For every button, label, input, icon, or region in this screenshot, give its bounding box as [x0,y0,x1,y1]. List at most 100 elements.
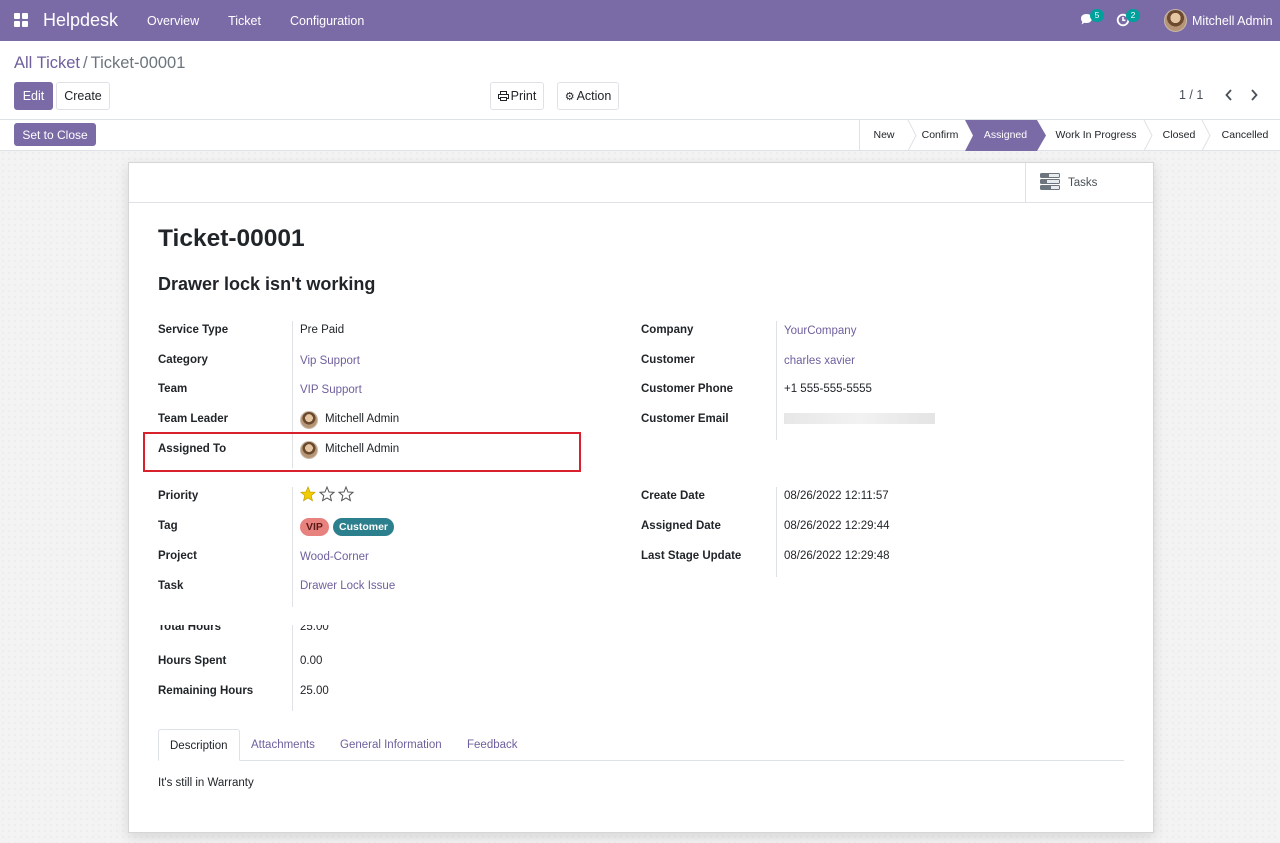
apps-menu-icon[interactable] [14,13,28,27]
field-divider [292,625,293,711]
remaining-hours-label: Remaining Hours [158,685,254,697]
stage-separator-icon [1201,120,1211,151]
tab-attachments[interactable]: Attachments [251,739,315,751]
hours-spent-label: Hours Spent [158,655,227,667]
smart-button-box: Tasks [129,163,1153,203]
field-divider [776,487,777,577]
print-icon [497,91,509,101]
messages-icon[interactable]: 5 [1080,9,1104,29]
last-stage-update-value: 08/26/2022 12:29:48 [784,550,890,562]
pager-next-icon[interactable] [1249,89,1259,101]
company-value[interactable]: YourCompany [784,325,857,337]
field-divider [292,487,293,607]
service-type-label: Service Type [158,324,229,336]
set-to-close-button[interactable]: Set to Close [14,123,96,146]
field-divider [776,321,777,440]
priority-star-empty-icon[interactable] [319,486,335,502]
menu-overview[interactable]: Overview [147,14,200,28]
user-avatar[interactable] [1164,9,1187,32]
stage-cancelled[interactable]: Cancelled [1221,129,1269,141]
tasks-label: Tasks [1068,177,1098,189]
tag-label: Tag [158,520,178,532]
stage-closed[interactable]: Closed [1162,129,1196,141]
gear-icon: ⚙ [564,90,575,103]
tab-feedback[interactable]: Feedback [467,739,518,751]
tab-general-information[interactable]: General Information [340,739,442,751]
task-value[interactable]: Drawer Lock Issue [300,580,396,592]
user-menu-name[interactable]: Mitchell Admin [1192,14,1273,28]
tag-vip-badge[interactable]: VIP [300,518,329,536]
remaining-hours-value: 25.00 [300,685,329,697]
stage-confirm[interactable]: Confirm [921,129,959,141]
field-divider [292,321,293,468]
total-hours-value[interactable]: 25.00 [300,625,329,633]
stage-separator-icon [1143,120,1153,151]
activities-icon[interactable]: 2 [1116,9,1140,29]
pager-previous-icon[interactable] [1224,89,1234,101]
breadcrumb: All Ticket / Ticket-00001 [14,54,185,73]
task-label: Task [158,580,184,592]
assigned-to-value[interactable]: Mitchell Admin [325,443,400,455]
team-value[interactable]: VIP Support [300,384,362,396]
team-leader-label: Team Leader [158,413,229,425]
activities-badge: 2 [1126,9,1140,22]
project-label: Project [158,550,197,562]
breadcrumb-all-ticket[interactable]: All Ticket [14,54,81,72]
print-label: Print [510,89,537,103]
team-leader-value[interactable]: Mitchell Admin [325,413,400,425]
stage-separator-icon [907,120,917,151]
messages-badge: 5 [1090,9,1104,22]
create-button[interactable]: Create [56,82,110,110]
stage-new[interactable]: New [873,129,895,141]
customer-phone-value[interactable]: +1 555-555-5555 [784,383,872,395]
assigned-to-label: Assigned To [158,443,227,455]
priority-label: Priority [158,490,199,502]
print-button[interactable]: Print [490,82,544,110]
menu-ticket[interactable]: Ticket [228,14,261,28]
category-value[interactable]: Vip Support [300,355,360,367]
stage-work-in-progress[interactable]: Work In Progress [1055,129,1137,141]
priority-star-empty-icon[interactable] [338,486,354,502]
control-panel: All Ticket / Ticket-00001 Edit Create Prin… [0,41,1280,120]
stage-pipeline: New Confirm Assigned Work In Progress Cl… [859,120,1280,151]
top-navbar: Helpdesk Overview Ticket Configuration 5… [0,0,1280,41]
assigned-date-label: Assigned Date [641,520,721,532]
customer-email-label: Customer Email [641,413,729,425]
tab-description[interactable]: Description [158,729,240,761]
pager-value[interactable]: 1 / 1 [1179,88,1204,102]
notebook-tabs: Description Attachments General Informat… [158,729,1124,761]
form-sheet: Tasks Ticket-00001 Drawer lock isn't wor… [128,162,1154,833]
company-label: Company [641,324,694,336]
menu-configuration[interactable]: Configuration [289,14,365,28]
action-button[interactable]: ⚙ Action [557,82,619,110]
ticket-title: Ticket-00001 [158,225,305,252]
breadcrumb-current: Ticket-00001 [90,54,186,72]
stage-assigned[interactable]: Assigned [965,120,1046,151]
ticket-subject[interactable]: Drawer lock isn't working [158,274,376,294]
create-date-value: 08/26/2022 12:11:57 [784,490,889,502]
hours-spent-value[interactable]: 0.00 [300,655,323,667]
main-menu: Overview Ticket Configuration [147,14,393,28]
customer-label: Customer [641,354,695,366]
app-name[interactable]: Helpdesk [43,10,119,30]
category-label: Category [158,354,208,366]
breadcrumb-separator: / [83,54,88,72]
project-value[interactable]: Wood-Corner [300,551,369,563]
action-label: Action [576,89,612,103]
customer-value[interactable]: charles xavier [784,355,855,367]
tag-customer-badge[interactable]: Customer [333,518,395,536]
priority-star-filled-icon[interactable] [300,486,316,502]
customer-email-value[interactable] [784,413,935,424]
customer-phone-label: Customer Phone [641,383,734,395]
tasks-smart-button[interactable]: Tasks [1025,163,1153,202]
description-text[interactable]: It's still in Warranty [158,777,254,789]
edit-button[interactable]: Edit [14,82,53,110]
status-bar: Set to Close New Confirm Assigned Work I… [0,120,1280,151]
service-type-value[interactable]: Pre Paid [300,324,345,336]
create-date-label: Create Date [641,490,705,502]
total-hours-label: Total Hours [158,625,222,633]
team-leader-avatar [300,411,318,429]
assigned-to-avatar [300,441,318,459]
assigned-to-highlight [143,432,581,472]
assigned-date-value: 08/26/2022 12:29:44 [784,520,890,532]
